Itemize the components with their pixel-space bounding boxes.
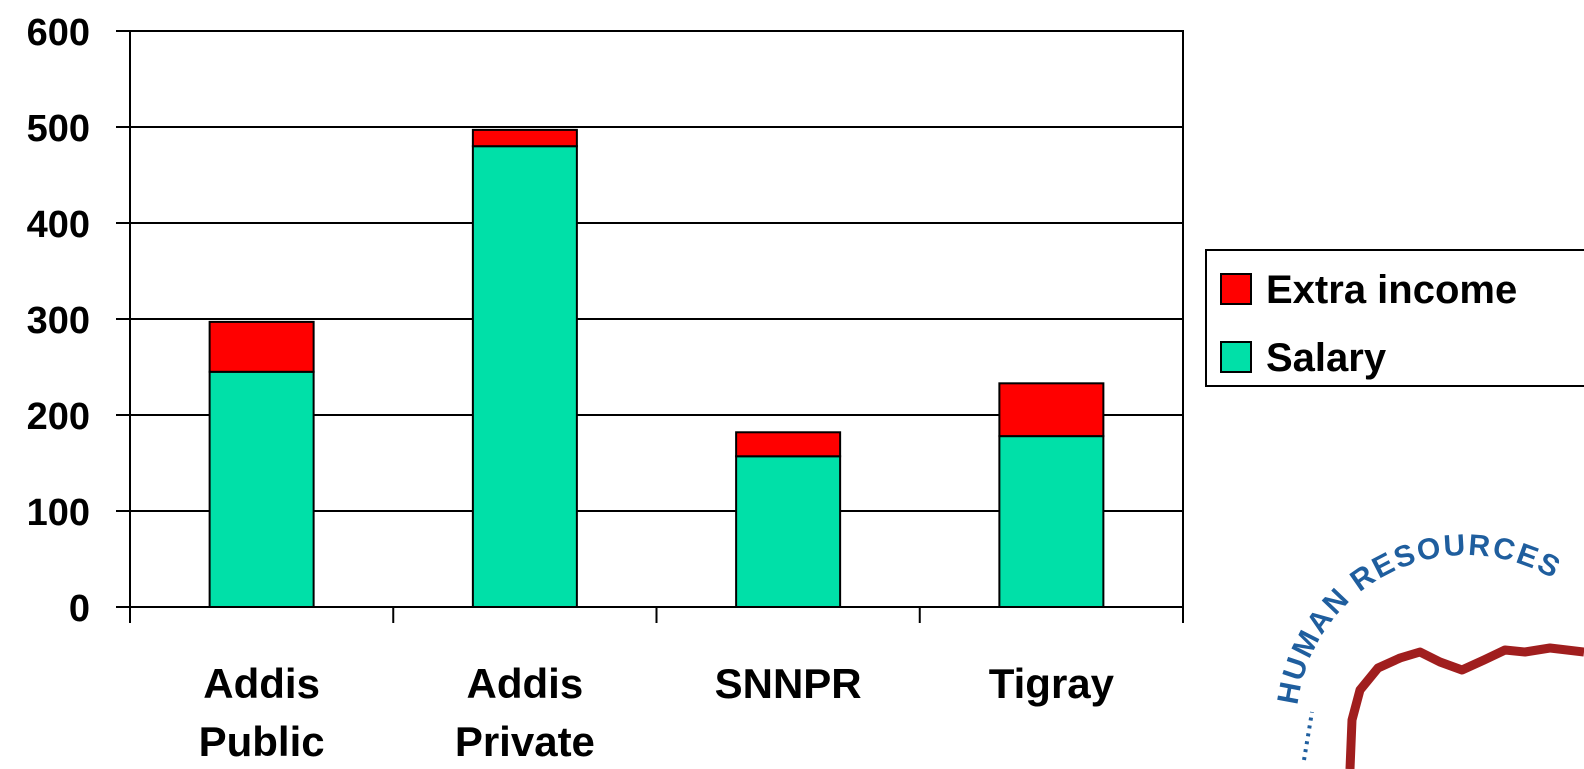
x-category-label: Private (455, 718, 595, 765)
y-tick-label: 600 (27, 12, 90, 54)
legend-label-salary: Salary (1266, 336, 1387, 380)
human-resources-logo: HUMAN RESOURCES (1272, 529, 1584, 769)
legend-box (1205, 249, 1584, 387)
y-tick-label: 400 (27, 204, 90, 246)
africa-map-seal-icon (1345, 643, 1584, 769)
y-tick-label: 0 (69, 588, 90, 630)
logo-text: HUMAN RESOURCES (1272, 529, 1567, 707)
bar-segment-extra-income (471, 128, 578, 148)
bar-segment-extra-income (208, 320, 315, 373)
legend: Extra income Salary (1205, 249, 1584, 387)
x-category-label: Addis (203, 660, 320, 707)
legend-swatch-salary (1220, 341, 1252, 373)
logo-seal-dots (1302, 711, 1314, 761)
bar-segment-extra-income (998, 382, 1105, 438)
legend-swatch-extra-income (1220, 273, 1252, 305)
bar-segment-salary (998, 435, 1105, 608)
legend-label-extra-income: Extra income (1266, 268, 1517, 312)
y-tick-labels: 0 100 200 300 400 500 600 (27, 12, 90, 630)
y-tick-label: 200 (27, 396, 90, 438)
axes (116, 30, 1184, 623)
y-tick-label: 100 (27, 492, 90, 534)
y-tick-label: 500 (27, 108, 90, 150)
x-category-label: SNNPR (715, 660, 862, 707)
bar-segment-salary (208, 370, 315, 608)
bar-segment-salary (471, 145, 578, 608)
x-category-labels: Addis Public Addis Private SNNPR Tigray (199, 660, 1115, 765)
bar-segment-extra-income (735, 431, 842, 458)
y-tick-label: 300 (27, 300, 90, 342)
x-category-label: Addis (467, 660, 584, 707)
bar-segment-salary (735, 455, 842, 608)
x-category-label: Tigray (989, 660, 1115, 707)
x-category-label: Public (199, 718, 325, 765)
bars (208, 128, 1105, 608)
